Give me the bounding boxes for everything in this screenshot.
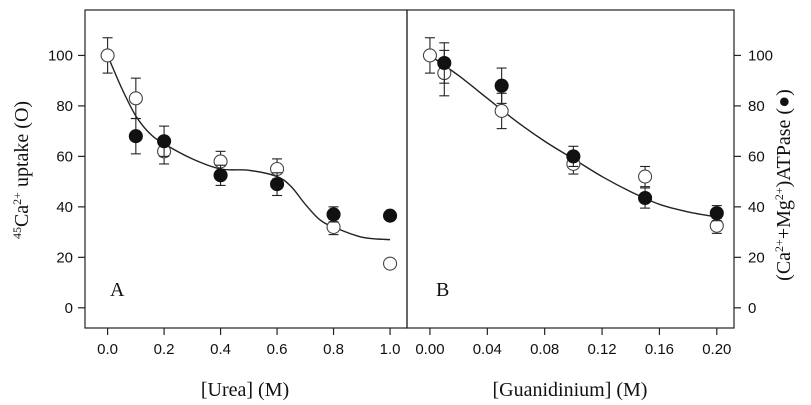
x-tick-label-b: 0.16	[645, 341, 674, 358]
filled-point-a	[383, 208, 398, 223]
y-tick-label-left: 0	[65, 300, 73, 317]
y-tick-label-right: 20	[748, 249, 765, 266]
y-left-isotope: 45	[10, 227, 24, 239]
x-tick-label-b: 0.20	[702, 341, 731, 358]
filled-point-b	[566, 149, 581, 164]
fit-curve-b	[429, 54, 717, 218]
panel-a-frame	[84, 9, 408, 329]
y-tick-label-left: 100	[48, 47, 73, 64]
y-right-charge-1: 2+	[772, 239, 786, 252]
filled-point-a	[213, 168, 228, 183]
x-tick-label-a: 0.6	[267, 341, 288, 358]
y-tick-label-right: 0	[748, 300, 756, 317]
x-tick-label-b: 0.12	[587, 341, 616, 358]
y-axis-title-left: 45Ca2+ uptake (O)	[10, 101, 33, 239]
filled-point-b	[494, 78, 509, 93]
y-tick-label-left: 80	[56, 98, 73, 115]
y-right-suffix: )ATPase (●)	[773, 89, 795, 187]
x-tick-label-b: 0.08	[530, 341, 559, 358]
panel-a-label: A	[110, 279, 125, 301]
open-point-a	[100, 48, 115, 63]
x-tick-label-a: 0.2	[154, 341, 175, 358]
filled-point-a	[157, 134, 172, 149]
y-tick-label-left: 20	[56, 249, 73, 266]
x-tick-label-a: 1.0	[380, 341, 401, 358]
y-right-prefix: (Ca	[773, 252, 795, 281]
y-right-charge-2: 2+	[772, 187, 786, 200]
y-tick-label-right: 40	[748, 199, 765, 216]
x-tick-label-a: 0.4	[210, 341, 231, 358]
x-axis-title-urea: [Urea] (M)	[201, 379, 289, 401]
open-point-b	[422, 48, 437, 63]
filled-point-b	[437, 55, 452, 71]
filled-point-a	[270, 177, 285, 192]
y-tick-label-left: 40	[56, 199, 73, 216]
fit-curve-a	[106, 55, 391, 241]
filled-point-b	[638, 190, 653, 206]
y-tick-label-right: 100	[748, 47, 773, 64]
y-tick-label-right: 80	[748, 98, 765, 115]
open-point-b	[494, 103, 509, 119]
panel-b-label: B	[436, 279, 449, 301]
filled-point-a	[326, 207, 341, 222]
filled-point-a	[128, 129, 143, 144]
y-right-middle: +Mg	[773, 200, 795, 239]
x-tick-label-a: 0.0	[97, 341, 118, 358]
y-left-charge: 2+	[10, 192, 24, 205]
y-tick-label-right: 60	[748, 148, 765, 165]
open-point-b	[638, 169, 653, 184]
y-axis-title-right: (Ca2++Mg2+)ATPase (●)	[772, 89, 795, 281]
x-tick-label-b: 0.00	[415, 341, 444, 358]
panel-b-frame	[406, 9, 735, 329]
open-point-a	[383, 256, 398, 271]
x-tick-label-a: 0.8	[323, 341, 344, 358]
filled-point-b	[709, 206, 724, 221]
y-left-ion: Ca	[11, 205, 33, 227]
x-tick-label-b: 0.04	[473, 341, 502, 358]
open-point-a	[128, 91, 143, 106]
x-axis-title-guanidinium: [Guanidinium] (M)	[493, 379, 648, 401]
y-left-suffix: uptake (O)	[11, 101, 33, 192]
y-tick-label-left: 60	[56, 148, 73, 165]
